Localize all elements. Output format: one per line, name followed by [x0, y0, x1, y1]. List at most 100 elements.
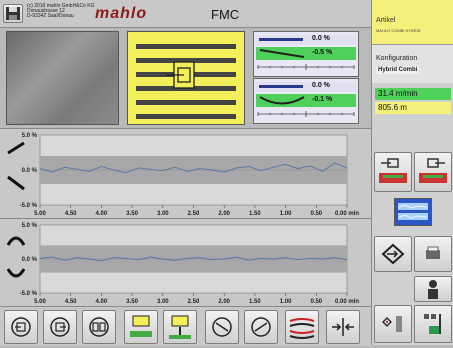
both-edges-button[interactable]: [82, 310, 116, 344]
scanner-right-button[interactable]: [414, 152, 452, 192]
diamond-arrow-icon: [381, 243, 405, 265]
mahlo-logo: mahlo: [95, 5, 148, 22]
left-edge-button[interactable]: [4, 310, 38, 344]
skew-scale: [257, 64, 355, 70]
skew-value-row: 0.0 %: [256, 35, 356, 45]
x-tick-label: 4.50: [65, 299, 77, 305]
roller-down-button[interactable]: [163, 310, 197, 344]
roller-up-icon: [130, 315, 152, 337]
person-icon: [428, 280, 438, 299]
navigate-button[interactable]: [374, 236, 412, 272]
gear-left-icon: [11, 317, 31, 337]
straightener-left-button[interactable]: [205, 310, 239, 344]
skew-slope-icon: [259, 49, 305, 58]
straightener-left-icon: [212, 317, 232, 337]
trend-view-icon: [398, 203, 428, 220]
print-button[interactable]: [414, 236, 452, 272]
article-label: Artikel: [376, 17, 396, 24]
bow-scale: [257, 111, 355, 117]
scanner-left-button[interactable]: [374, 152, 412, 192]
roller-up-button[interactable]: [124, 310, 158, 344]
x-tick-label: 5.00: [34, 211, 46, 217]
center-arrows-icon: [332, 318, 354, 336]
bow-value-row: 0.0 %: [256, 82, 356, 92]
settings-button[interactable]: [374, 305, 412, 343]
x-tick-label: 2.50: [188, 211, 200, 217]
y-tick-label: -5.0 %: [20, 291, 38, 297]
y-tick-label: 5.0 %: [22, 223, 38, 229]
skew-trend-chart: 5.0 % 0.0 % -5.0 % 5.00 4.50 4.00 3.50 3.00 2.50…: [20, 133, 360, 217]
bow-indicator-panel: 0.0 % -0.1 %: [253, 78, 359, 124]
weft-pattern-icon: [289, 318, 315, 339]
right-edge-button[interactable]: [43, 310, 77, 344]
y-tick-label: 0.0 %: [22, 168, 38, 174]
company-line-1: (c) 2016 mahlo GmbH&Co KG: [27, 3, 95, 9]
skew-percent: -0.5 %: [312, 49, 333, 56]
tools-icon: [424, 314, 441, 334]
x-tick-label: 1.00: [280, 211, 292, 217]
straightener-right-icon: [251, 317, 271, 337]
scanner-out-icon: [419, 158, 447, 183]
x-tick-label: 0.50: [310, 299, 322, 305]
printer-icon: [426, 246, 440, 259]
x-tick-label: 0.50: [310, 211, 322, 217]
x-tick-label: 2.50: [188, 299, 200, 305]
side-panel: Artikel MAHLO COMBI HYBRID Konfiguration…: [371, 0, 453, 345]
bow-green-row: -0.1 %: [256, 94, 356, 107]
header-bar: (c) 2016 mahlo GmbH&Co KG Donaustrasse 1…: [0, 0, 371, 28]
length-display: 805.6 m: [375, 102, 451, 114]
center-align-button[interactable]: [326, 310, 360, 344]
x-tick-label: 1.50: [249, 299, 261, 305]
y-tick-label: 5.0 %: [22, 133, 38, 139]
skew-green-row: -0.5 %: [256, 47, 356, 60]
maintenance-button[interactable]: [414, 305, 452, 343]
skew-indicator-panel: 0.0 % -0.5 %: [253, 31, 359, 77]
bottom-toolbar: [0, 306, 371, 346]
straightener-right-button[interactable]: [244, 310, 278, 344]
x-tick-label: 3.00: [157, 299, 169, 305]
x-tick-label: 1.50: [249, 211, 261, 217]
bow-bar: [259, 85, 303, 88]
skew-chart-panel: 5.0 % 0.0 % -5.0 % 5.00 4.50 4.00 3.50 3.00 2.50…: [0, 128, 371, 219]
fabric-diagram: [127, 31, 245, 125]
article-box[interactable]: Artikel MAHLO COMBI HYBRID: [372, 0, 453, 45]
x-tick-label: 3.50: [126, 211, 138, 217]
x-tick-label: 4.00: [96, 299, 108, 305]
y-tick-label: -5.0 %: [20, 203, 38, 209]
bow-mode-icon: [6, 236, 26, 278]
company-line-2: Donaustrasse 12: [27, 8, 65, 14]
speed-display: 31.4 m/min: [375, 88, 451, 100]
gear-right-icon: [50, 317, 70, 337]
series-line: [39, 256, 348, 262]
skew-mode-icon: [7, 141, 25, 191]
bow-percent: -0.1 %: [312, 96, 333, 103]
target-settings-icon: [382, 316, 402, 332]
x-tick-label: 5.00: [34, 299, 46, 305]
x-tick-label: 2.00: [218, 211, 230, 217]
page-title: FMC: [211, 7, 240, 22]
x-tick-label: 2.00: [218, 299, 230, 305]
weft-pattern-button[interactable]: [285, 310, 319, 344]
operator-button[interactable]: [414, 276, 452, 302]
config-label: Konfiguration: [376, 55, 418, 62]
y-tick-label: 0.0 %: [22, 257, 38, 263]
config-value: Hybrid Combi: [376, 66, 420, 74]
x-tick-label: 0.00 min: [335, 299, 359, 305]
bow-value: 0.0 %: [312, 82, 330, 89]
roller-down-icon: [169, 315, 191, 339]
company-info: (c) 2016 mahlo GmbH&Co KG Donaustrasse 1…: [27, 4, 95, 19]
save-button[interactable]: [3, 4, 23, 23]
series-line: [39, 162, 348, 174]
article-value: MAHLO COMBI HYBRID: [376, 28, 421, 33]
floppy-disk-icon: [6, 7, 20, 20]
scanner-in-icon: [379, 158, 407, 183]
skew-value: 0.0 %: [312, 35, 330, 42]
x-tick-label: 0.00 min: [335, 211, 359, 217]
config-box[interactable]: Konfiguration Hybrid Combi: [372, 45, 453, 83]
camera-image: [6, 31, 119, 125]
x-tick-label: 3.00: [157, 211, 169, 217]
gear-both-icon: [89, 317, 109, 337]
weft-lines-diagram: [128, 32, 244, 124]
trend-view-button[interactable]: [394, 198, 432, 226]
bow-chart-panel: 5.0 % 0.0 % -5.0 % 5.00 4.50 4.00 3.50 3.00 2.50…: [0, 218, 371, 307]
